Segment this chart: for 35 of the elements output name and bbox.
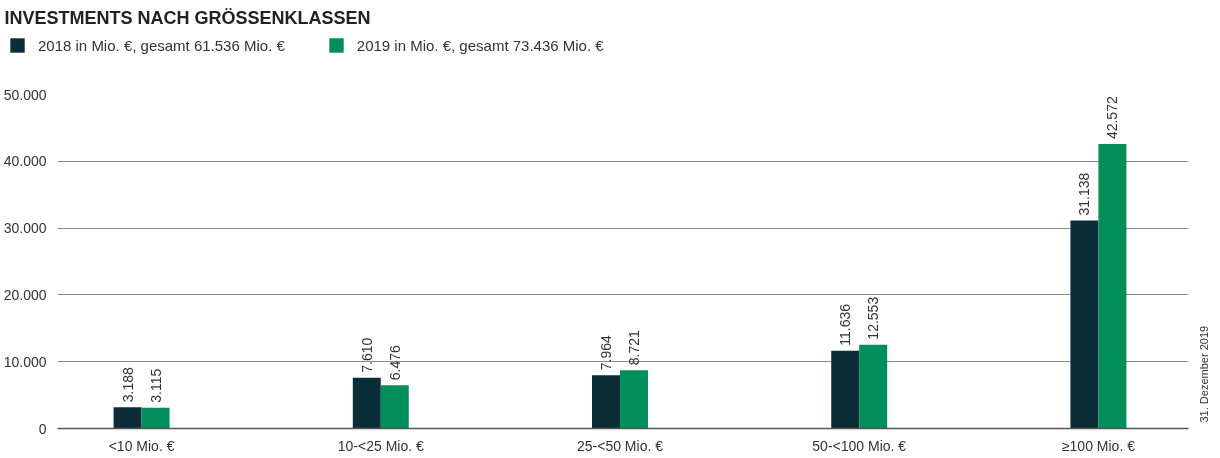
data-label: 12.553 bbox=[865, 296, 882, 340]
x-tick-label: <10 Mio. € bbox=[108, 437, 175, 454]
x-tick-label: 10-<25 Mio. € bbox=[337, 437, 424, 454]
bar bbox=[113, 407, 142, 429]
y-tick-label: 50.000 bbox=[3, 86, 47, 103]
bar bbox=[380, 385, 409, 429]
bar bbox=[1070, 220, 1099, 429]
bar bbox=[141, 407, 170, 429]
x-tick-label: 50-<100 Mio. € bbox=[812, 437, 907, 454]
data-label: 3.115 bbox=[147, 368, 164, 403]
text: 31. Dezember 2019 bbox=[1197, 325, 1210, 423]
y-tick-label: 0 bbox=[38, 420, 47, 437]
bar bbox=[352, 377, 381, 429]
y-tick-label: 30.000 bbox=[3, 220, 47, 237]
bar bbox=[859, 344, 888, 429]
x-tick-label: 25-<50 Mio. € bbox=[577, 437, 664, 454]
x-tick-label: ≥100 Mio. € bbox=[1061, 437, 1136, 454]
data-label: 8.721 bbox=[625, 330, 642, 366]
data-label: 3.188 bbox=[119, 366, 136, 403]
data-label: 42.572 bbox=[1104, 96, 1121, 140]
legend-label: 2019 in Mio. €, gesamt 73.436 Mio. € bbox=[356, 36, 604, 54]
y-tick-label: 10.000 bbox=[3, 353, 47, 370]
bar bbox=[620, 370, 648, 429]
data-label: 11.636 bbox=[837, 303, 854, 346]
chart-title: INVESTMENTS NACH GRÖSSENKLASSEN bbox=[4, 7, 371, 28]
bar bbox=[1098, 144, 1127, 429]
y-tick-label: 20.000 bbox=[3, 286, 47, 303]
data-label: 7.610 bbox=[358, 337, 375, 373]
legend-label: 2018 in Mio. €, gesamt 61.536 Mio. € bbox=[38, 36, 285, 54]
data-label: 7.964 bbox=[598, 335, 614, 371]
bar bbox=[831, 350, 860, 429]
bar bbox=[592, 375, 620, 429]
data-label: 31.138 bbox=[1076, 172, 1093, 216]
data-label: 6.476 bbox=[386, 344, 403, 381]
y-tick-label: 40.000 bbox=[3, 153, 47, 170]
